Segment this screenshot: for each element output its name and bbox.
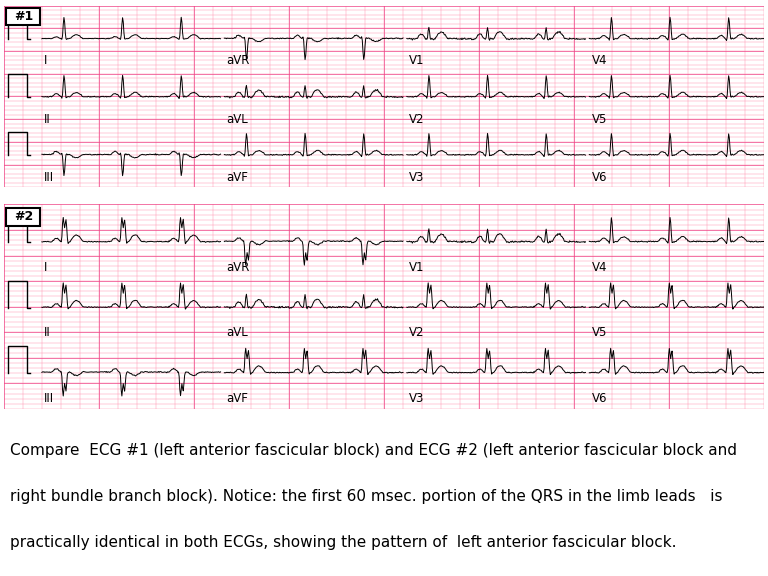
Text: aVR: aVR bbox=[227, 261, 250, 274]
Text: I: I bbox=[44, 55, 48, 67]
Text: #1: #1 bbox=[14, 10, 33, 22]
Text: aVF: aVF bbox=[227, 392, 249, 405]
Text: II: II bbox=[44, 327, 51, 339]
Text: I: I bbox=[44, 261, 48, 274]
Text: aVL: aVL bbox=[227, 327, 248, 339]
Text: V6: V6 bbox=[591, 170, 607, 184]
Text: aVL: aVL bbox=[227, 112, 248, 126]
Text: V5: V5 bbox=[591, 327, 607, 339]
Bar bbox=[6, 207, 41, 226]
Text: V6: V6 bbox=[591, 392, 607, 405]
Text: #2: #2 bbox=[14, 210, 33, 223]
Text: V3: V3 bbox=[409, 170, 425, 184]
Text: V2: V2 bbox=[409, 112, 425, 126]
Text: aVF: aVF bbox=[227, 170, 249, 184]
Text: aVR: aVR bbox=[227, 55, 250, 67]
Bar bbox=[6, 9, 41, 25]
Text: III: III bbox=[44, 170, 55, 184]
Text: V2: V2 bbox=[409, 327, 425, 339]
Text: V3: V3 bbox=[409, 392, 425, 405]
Text: V1: V1 bbox=[409, 55, 425, 67]
Text: Compare  ECG #1 (left anterior fascicular block) and ECG #2 (left anterior fasci: Compare ECG #1 (left anterior fascicular… bbox=[10, 444, 737, 458]
Text: II: II bbox=[44, 112, 51, 126]
Text: V1: V1 bbox=[409, 261, 425, 274]
Text: V4: V4 bbox=[591, 261, 607, 274]
Text: III: III bbox=[44, 392, 55, 405]
Text: practically identical in both ECGs, showing the pattern of  left anterior fascic: practically identical in both ECGs, show… bbox=[10, 535, 677, 550]
Text: V4: V4 bbox=[591, 55, 607, 67]
Text: V5: V5 bbox=[591, 112, 607, 126]
Text: right bundle branch block). Notice: the first 60 msec. portion of the QRS in the: right bundle branch block). Notice: the … bbox=[10, 489, 723, 504]
